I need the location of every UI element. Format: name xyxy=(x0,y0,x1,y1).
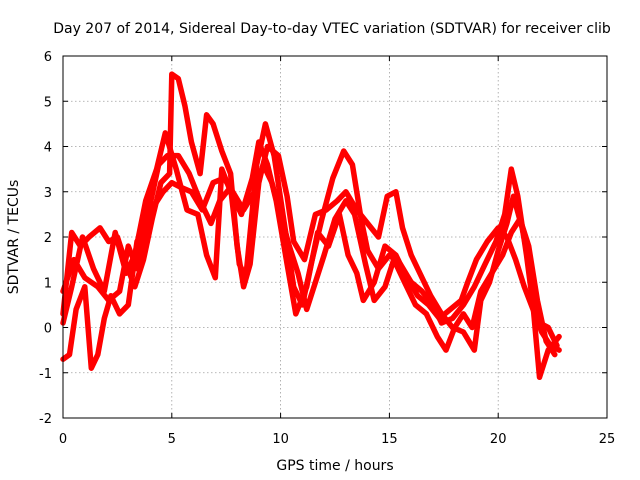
plot-frame xyxy=(62,55,608,419)
y-tick-label: 6 xyxy=(44,50,52,65)
x-tick-label: 0 xyxy=(59,432,67,447)
x-tick-label: 25 xyxy=(599,432,616,447)
series-trace-2 xyxy=(60,121,562,381)
data-traces xyxy=(60,71,562,381)
x-axis-label: GPS time / hours xyxy=(276,458,393,474)
y-tick-label: 4 xyxy=(44,141,52,156)
y-tick-label: 5 xyxy=(44,95,52,110)
x-tick-label: 15 xyxy=(381,432,398,447)
y-tick-label: -2 xyxy=(39,412,52,427)
x-tick-label: 20 xyxy=(490,432,507,447)
y-tick-label: 1 xyxy=(44,276,52,291)
y-tick-label: 0 xyxy=(44,322,52,337)
y-axis-label: SDTVAR / TECUs xyxy=(6,180,22,295)
x-tick-labels: 0 5 10 15 20 25 xyxy=(59,432,615,447)
series-trace-4 xyxy=(60,71,560,353)
y-tick-labels: -2 -1 0 1 2 3 4 5 6 xyxy=(39,50,52,427)
y-tick-label: -1 xyxy=(39,367,52,382)
x-tick-label: 5 xyxy=(168,432,176,447)
y-tick-label: 2 xyxy=(44,231,52,246)
series-trace-3 xyxy=(60,161,558,371)
chart-title: Day 207 of 2014, Sidereal Day-to-day VTE… xyxy=(53,21,611,37)
x-tick-label: 10 xyxy=(272,432,289,447)
y-tick-label: 3 xyxy=(44,186,52,201)
